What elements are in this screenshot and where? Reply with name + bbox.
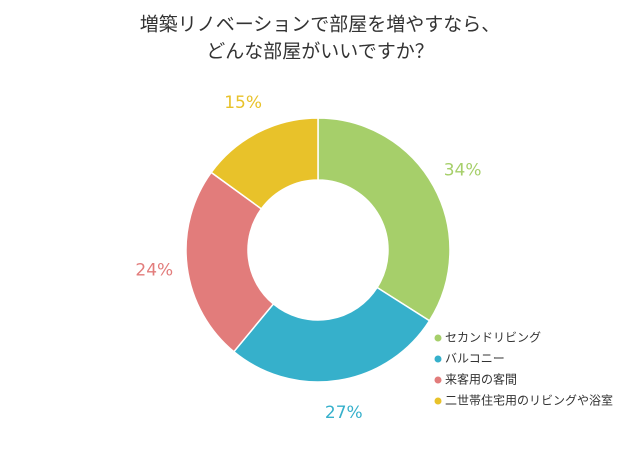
donut-slice <box>210 117 319 210</box>
data-label: 15% <box>224 93 262 113</box>
donut-slice <box>185 171 275 353</box>
legend-label: セカンドリビング <box>445 331 541 345</box>
donut-slice <box>317 117 451 322</box>
legend-marker <box>434 355 442 363</box>
legend-marker <box>434 397 442 405</box>
chart-title: どんな部屋がいいですか？ <box>206 41 433 63</box>
data-label: 24% <box>135 261 173 281</box>
legend-label: 来客用の客間 <box>445 372 517 387</box>
legend-label: バルコニー <box>445 352 505 366</box>
data-label: 34% <box>444 161 482 181</box>
data-label: 27% <box>325 403 363 423</box>
legend-label: 二世帯住宅用のリビングや浴室 <box>445 393 613 408</box>
chart-title: 増築リノベーションで部屋を増やすなら、 <box>140 14 501 36</box>
legend-marker <box>434 376 442 384</box>
donut-slice <box>232 286 431 383</box>
legend-marker <box>434 334 442 342</box>
